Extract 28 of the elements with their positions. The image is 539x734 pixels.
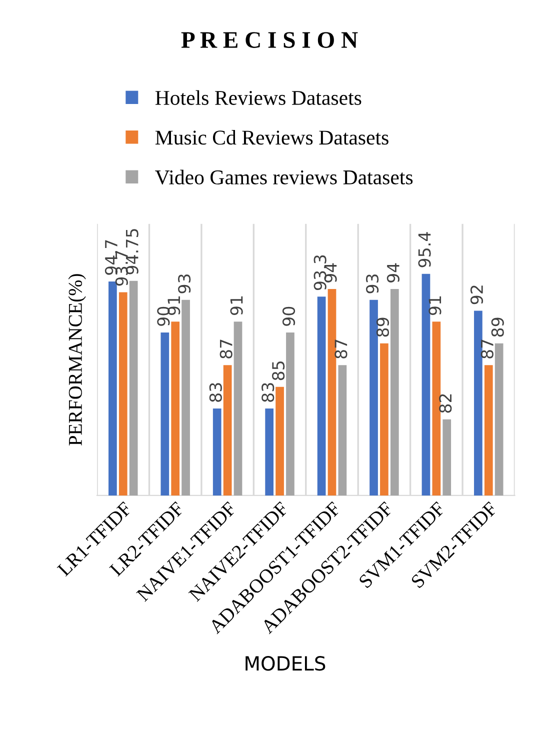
data-label: 94	[386, 263, 400, 282]
chart-title: P R E C I S I O N	[181, 32, 358, 48]
data-label: 92	[470, 286, 484, 304]
data-label: 91	[230, 296, 243, 316]
data-label: 91	[168, 296, 180, 316]
legend-label: Hotels Reviews Datasets	[155, 90, 362, 105]
data-label: 93.3	[314, 255, 326, 290]
data-label: 90	[157, 306, 170, 326]
y-axis-title: PERFORMANCE(%)	[68, 274, 86, 446]
data-label: 94.75	[126, 229, 138, 274]
data-label: 93	[178, 274, 191, 294]
data-label: 82	[439, 394, 452, 413]
data-label: 87	[480, 340, 494, 358]
data-label: 91	[428, 296, 442, 316]
data-label: 90	[282, 306, 296, 326]
data-label: 89	[376, 318, 390, 337]
data-label: 94.7	[104, 240, 118, 275]
data-label: 83	[262, 383, 274, 402]
legend-label: Video Games reviews Datasets	[155, 170, 413, 185]
data-label: 85	[272, 362, 285, 380]
x-axis-title: MODELS	[246, 656, 326, 671]
data-label: 95.4	[418, 232, 431, 268]
legend-label: Music Cd Reviews Datasets	[155, 130, 388, 145]
data-label: 93	[366, 274, 379, 294]
data-label: 87	[334, 340, 348, 358]
data-label: 83	[209, 383, 222, 402]
data-label: 89	[491, 318, 504, 337]
data-label: 87	[220, 340, 232, 358]
